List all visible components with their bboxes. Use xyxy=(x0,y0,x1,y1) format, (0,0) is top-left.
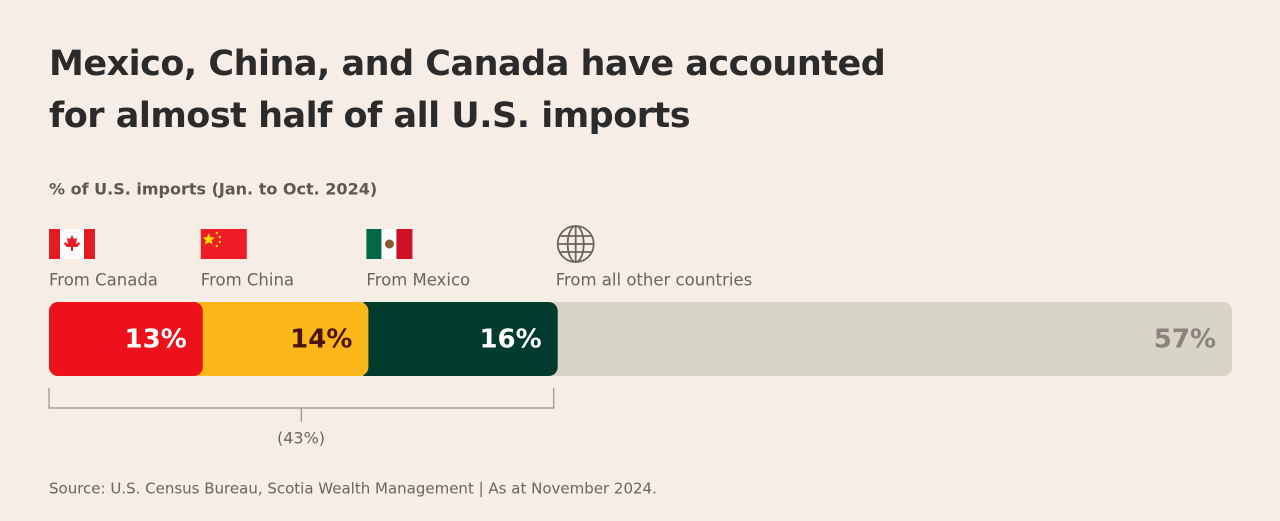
value-label: 16% xyxy=(479,325,541,355)
flag-star xyxy=(202,233,215,245)
chart-title: Mexico, China, and Canada have accounted… xyxy=(49,44,885,136)
flag-star xyxy=(218,240,221,244)
bar-stack xyxy=(49,302,1232,376)
bracket xyxy=(48,388,555,422)
chart-subtitle: % of U.S. imports (Jan. to Oct. 2024) xyxy=(49,180,377,199)
value-label: 14% xyxy=(290,325,352,355)
flag-bg xyxy=(200,229,247,259)
flag-emblem xyxy=(384,239,394,249)
legend-label: From China xyxy=(201,271,294,290)
legend-label: From all other countries xyxy=(556,271,753,290)
bar-segment xyxy=(545,302,1232,376)
annotation: (43%) xyxy=(277,429,325,448)
legend-item: From all other countries xyxy=(556,225,753,290)
flag-band xyxy=(396,229,413,259)
bar-segment xyxy=(49,302,203,376)
value-label: 13% xyxy=(125,325,187,355)
bar-segment xyxy=(190,302,369,376)
flag-star xyxy=(218,235,221,239)
bar-segment xyxy=(356,302,558,376)
flag-star xyxy=(215,244,218,248)
flag-band xyxy=(84,229,95,259)
flag-band xyxy=(49,229,60,259)
flag-star xyxy=(215,231,218,235)
legend-item: From Canada xyxy=(49,229,158,290)
value-label: 57% xyxy=(1154,325,1216,355)
legend-item: From China xyxy=(200,229,294,290)
legend-item: From Mexico xyxy=(366,229,470,290)
legend-label: From Mexico xyxy=(366,271,470,290)
flag-band xyxy=(366,229,383,259)
flag-leaf xyxy=(64,235,80,251)
source: Source: U.S. Census Bureau, Scotia Wealt… xyxy=(49,480,657,498)
legend-label: From Canada xyxy=(49,271,158,290)
